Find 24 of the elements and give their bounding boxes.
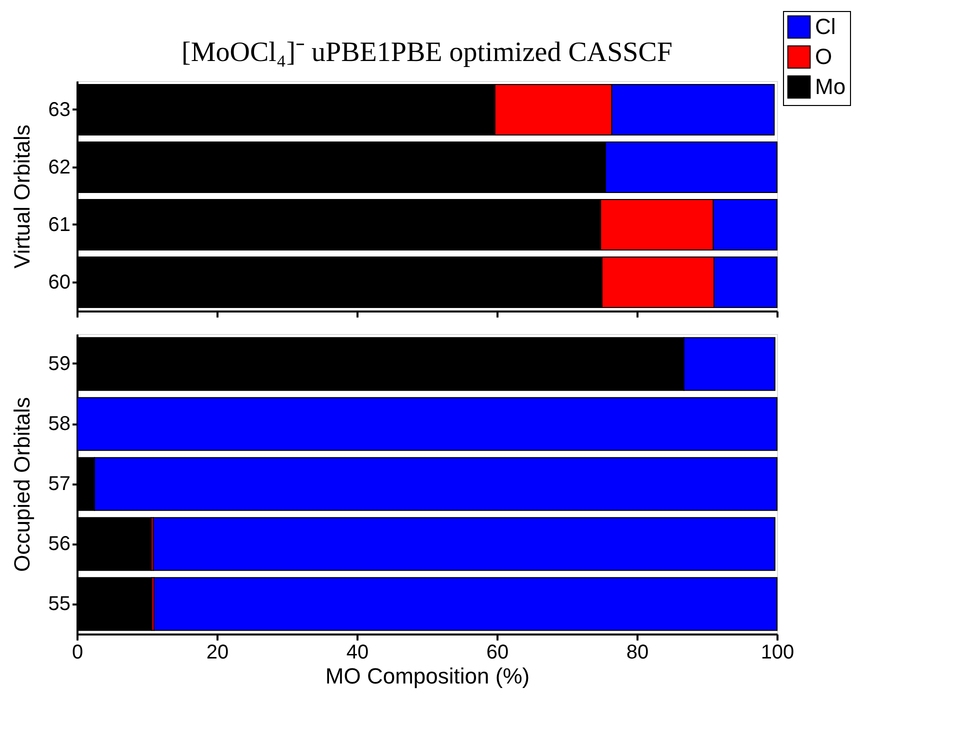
chart-title: [MoOCl₄]⁻ uPBE1PBE optimized CASSCF (182, 37, 672, 68)
x-tick-label: 80 (626, 642, 649, 664)
y-axis-title: Occupied Orbitals (9, 397, 34, 572)
y-tick-label: 60 (48, 271, 70, 294)
y-tick-label: 56 (48, 533, 70, 555)
y-tick-label: 58 (48, 413, 70, 435)
bar (154, 577, 778, 631)
x-tick-label: 60 (486, 642, 509, 664)
y-tick-label: 55 (48, 593, 70, 615)
legend-label: Cl (815, 14, 836, 39)
legend-label: O (815, 44, 832, 69)
x-tick-label: 20 (206, 642, 229, 664)
bar (152, 517, 776, 571)
x-axis-title: MO Composition (%) (325, 664, 530, 688)
y-tick-label: 61 (48, 214, 70, 236)
y-tick-label: 63 (48, 98, 70, 121)
y-tick-label: 62 (48, 156, 70, 178)
y-axis-title: Virtual Orbitals (9, 124, 34, 268)
y-tick-label: 59 (48, 353, 70, 375)
x-tick-label: 40 (346, 642, 369, 664)
x-tick-label: 0 (72, 642, 84, 664)
x-tick-label: 100 (760, 642, 794, 664)
legend-label: Mo (815, 74, 846, 99)
y-tick-label: 57 (48, 473, 70, 495)
